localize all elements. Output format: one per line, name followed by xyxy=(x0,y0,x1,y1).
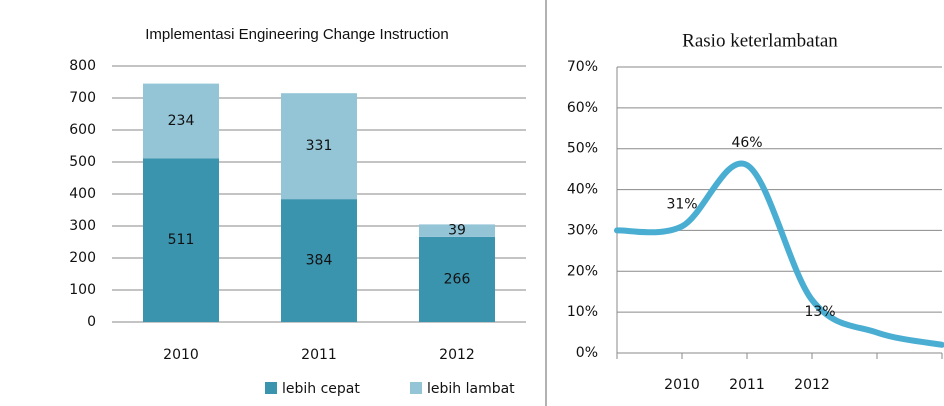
y-tick-label: 40% xyxy=(567,182,598,198)
chart-title: Implementasi Engineering Change Instruct… xyxy=(145,26,449,43)
bar-segment xyxy=(143,83,219,159)
y-tick-label: 600 xyxy=(69,122,96,138)
y-tick-label: 0 xyxy=(87,314,96,330)
bar-segment xyxy=(143,158,219,322)
y-tick-label: 30% xyxy=(567,222,598,238)
y-tick-label: 700 xyxy=(69,90,96,106)
x-tick-label: 2012 xyxy=(794,377,830,393)
legend-swatch xyxy=(265,382,277,394)
data-label: 31% xyxy=(666,196,697,212)
legend-label: lebih lambat xyxy=(427,381,515,397)
y-tick-label: 0% xyxy=(576,345,598,361)
y-tick-label: 20% xyxy=(567,263,598,279)
y-tick-label: 100 xyxy=(69,282,96,298)
x-tick-label: 2010 xyxy=(163,347,199,363)
x-tick-label: 2012 xyxy=(439,347,475,363)
y-tick-label: 10% xyxy=(567,304,598,320)
legend-swatch xyxy=(410,382,422,394)
x-tick-label: 2011 xyxy=(729,377,765,393)
y-tick-label: 200 xyxy=(69,250,96,266)
data-label: 234 xyxy=(168,113,195,129)
y-tick-label: 60% xyxy=(567,100,598,116)
data-label: 384 xyxy=(306,253,333,269)
bar-segment xyxy=(419,236,495,322)
bar-segment xyxy=(281,199,357,322)
y-tick-label: 800 xyxy=(69,58,96,74)
legend-label: lebih cepat xyxy=(282,381,360,397)
data-label: 331 xyxy=(306,138,333,154)
y-tick-label: 500 xyxy=(69,154,96,170)
y-tick-label: 70% xyxy=(567,59,598,75)
data-label: 39 xyxy=(448,223,466,239)
data-label: 266 xyxy=(444,271,471,287)
bar-segment xyxy=(419,224,495,237)
bar-segment xyxy=(281,93,357,200)
y-tick-label: 300 xyxy=(69,218,96,234)
y-tick-label: 50% xyxy=(567,141,598,157)
chart-title: Rasio keterlambatan xyxy=(682,30,838,51)
data-label: 13% xyxy=(804,304,835,320)
data-label: 46% xyxy=(731,135,762,151)
data-label: 511 xyxy=(168,232,195,248)
x-tick-label: 2011 xyxy=(301,347,337,363)
y-tick-label: 400 xyxy=(69,186,96,202)
line xyxy=(614,160,944,348)
x-tick-label: 2010 xyxy=(664,377,700,393)
